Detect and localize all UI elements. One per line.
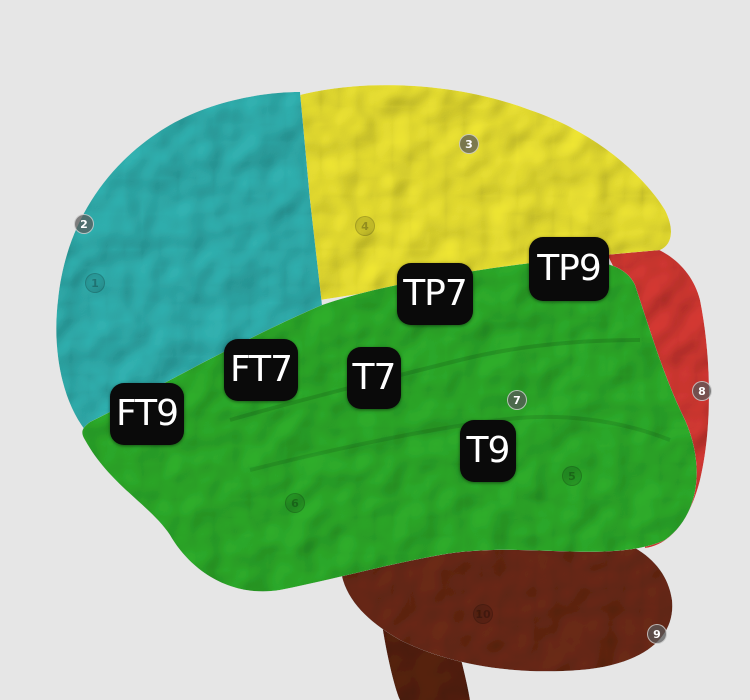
electrode-label-ft7[interactable]: FT7 [224,339,298,401]
region-marker-8[interactable]: 8 [692,381,712,401]
region-marker-7[interactable]: 7 [507,390,527,410]
temporal-lobe [82,259,697,592]
electrode-label-ft9[interactable]: FT9 [110,383,184,445]
region-marker-1[interactable]: 1 [85,273,105,293]
region-marker-3[interactable]: 3 [459,134,479,154]
frontal-lobe [56,92,323,430]
region-marker-9[interactable]: 9 [647,624,667,644]
electrode-label-t7[interactable]: T7 [347,347,401,409]
lateral-sulcus [229,338,641,422]
region-marker-10[interactable]: 10 [473,604,493,624]
region-marker-6[interactable]: 6 [285,493,305,513]
electrode-label-tp7[interactable]: TP7 [397,263,473,325]
region-marker-4[interactable]: 4 [355,216,375,236]
electrode-label-t9[interactable]: T9 [460,420,516,482]
cerebellum [340,523,673,672]
electrode-label-tp9[interactable]: TP9 [529,237,609,301]
region-marker-5[interactable]: 5 [562,466,582,486]
region-marker-2[interactable]: 2 [74,214,94,234]
